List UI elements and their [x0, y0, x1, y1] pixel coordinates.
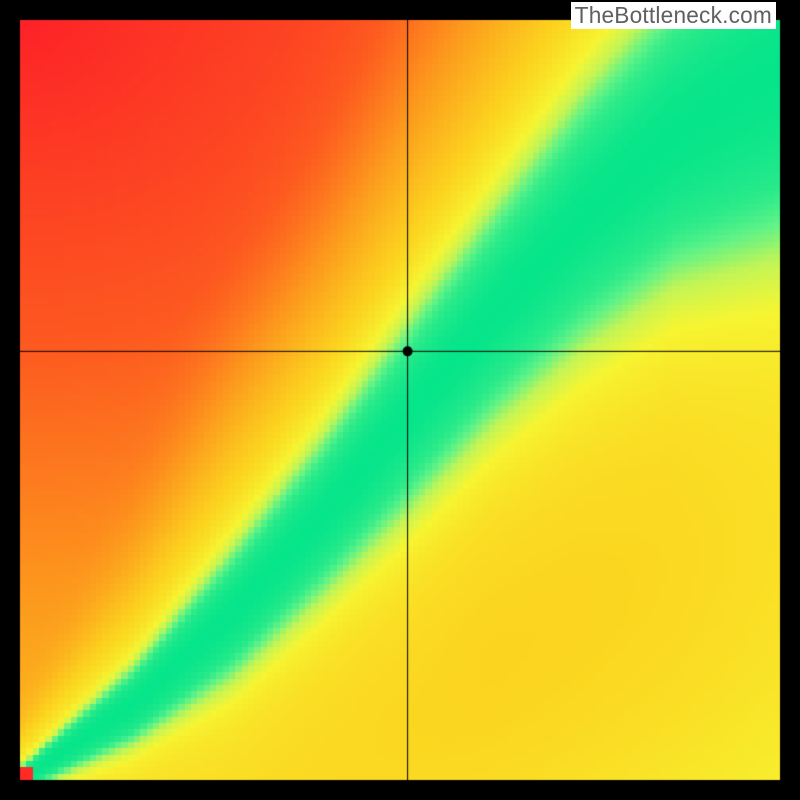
- bottleneck-heatmap: [0, 0, 800, 800]
- watermark-label: TheBottleneck.com: [571, 2, 776, 29]
